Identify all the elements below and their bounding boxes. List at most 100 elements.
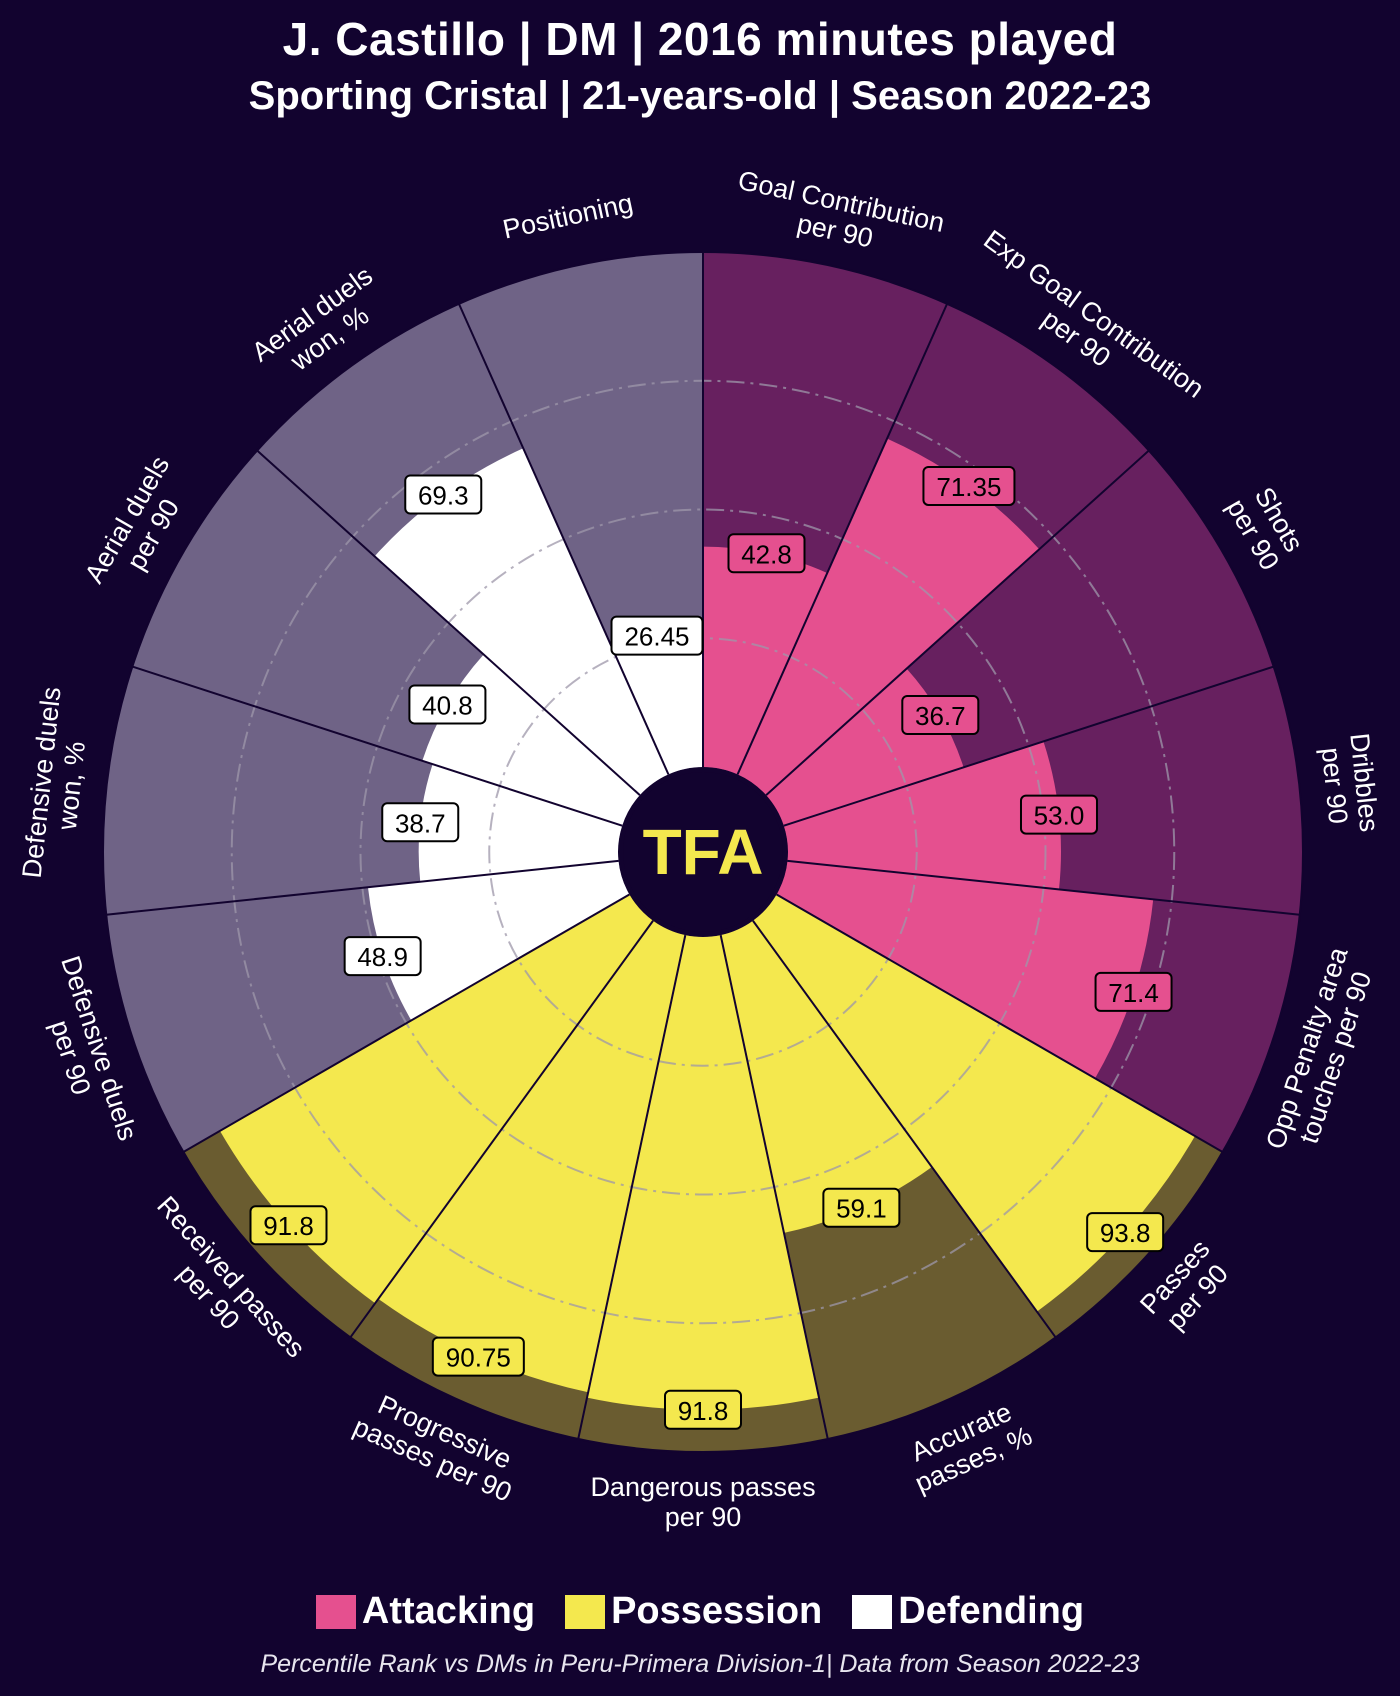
legend: Attacking Possession Defending xyxy=(0,1590,1400,1633)
slice-separator xyxy=(776,893,1224,1153)
value-label-text: 48.9 xyxy=(357,942,408,972)
slice-value-defensive-duels-per-90 xyxy=(368,860,630,1021)
slice-separator xyxy=(765,449,1150,796)
slice-separator xyxy=(787,859,1300,916)
value-label-box xyxy=(431,1336,525,1377)
slice-separator xyxy=(256,449,641,796)
value-label-aerial-duels-won: 69.3 xyxy=(404,474,483,515)
slice-separator xyxy=(719,934,829,1440)
value-label-dangerous-passes-per-90: 91.8 xyxy=(664,1389,742,1430)
slice-value-exp-goal-contribution-per-90 xyxy=(737,438,1040,796)
slice-separator xyxy=(783,665,1274,827)
value-label-box xyxy=(901,694,980,735)
slice-value-accurate-passes xyxy=(720,920,932,1233)
slice-separator xyxy=(752,920,1057,1338)
gridline-50 xyxy=(359,508,1047,1196)
value-label-box xyxy=(381,802,460,843)
tfa-logo: TFA xyxy=(643,816,764,888)
footnote: Percentile Rank vs DMs in Peru-Primera D… xyxy=(260,1650,1140,1678)
value-label-box xyxy=(1086,1212,1165,1253)
slice-value-goal-contribution-per-90 xyxy=(703,546,828,775)
value-label-text: 69.3 xyxy=(418,480,469,510)
value-label-text: 90.75 xyxy=(446,1343,511,1373)
value-label-box xyxy=(249,1205,328,1246)
slice-separator xyxy=(182,893,630,1153)
legend-label-defending: Defending xyxy=(898,1590,1085,1632)
chart-title: J. Castillo | DM | 2016 minutes played xyxy=(282,13,1118,65)
value-label-text: 38.7 xyxy=(395,808,446,838)
slice-separator xyxy=(458,303,670,775)
legend-swatch-possession xyxy=(565,1594,606,1629)
slice-separator xyxy=(132,665,623,827)
value-label-text: 26.45 xyxy=(624,622,689,652)
outer-ring xyxy=(102,251,1304,1453)
value-label-aerial-duels-per-90: 40.8 xyxy=(408,684,487,725)
slice-separator xyxy=(349,920,654,1338)
value-label-text: 71.4 xyxy=(1108,978,1159,1008)
value-label-text: 91.8 xyxy=(263,1211,314,1241)
value-label-box xyxy=(822,1187,901,1228)
slice-value-opp-penalty-area-touches-per-90 xyxy=(776,860,1154,1079)
slice-value-progressive-passes-per-90 xyxy=(378,920,686,1393)
value-label-text: 42.8 xyxy=(741,539,792,569)
value-label-text: 40.8 xyxy=(422,690,473,720)
value-label-box xyxy=(610,615,704,656)
slice-separators xyxy=(102,251,1304,1453)
value-label-opp-penalty-area-touches-per-90: 71.4 xyxy=(1094,971,1173,1012)
param-label-line: Dangerous passes xyxy=(590,1472,815,1502)
center-circle xyxy=(623,772,783,932)
chart-subtitle: Sporting Cristal | 21-years-old | Season… xyxy=(248,74,1152,118)
value-label-box xyxy=(922,465,1016,506)
value-label-defensive-duels-per-90: 48.9 xyxy=(343,936,422,977)
slice-separator xyxy=(577,934,687,1440)
value-label-text: 53.0 xyxy=(1034,801,1085,831)
slice-separator xyxy=(106,859,619,916)
legend-label-possession: Possession xyxy=(611,1590,823,1632)
slice-value-dribbles-per-90 xyxy=(783,741,1061,890)
legend-item-possession: Possession xyxy=(565,1590,822,1633)
legend-item-defending: Defending xyxy=(852,1590,1084,1633)
value-label-text: 91.8 xyxy=(678,1396,729,1426)
value-label-box xyxy=(664,1389,742,1430)
slice-value-dangerous-passes-per-90 xyxy=(587,935,819,1410)
legend-swatch-attacking xyxy=(315,1594,356,1629)
value-label-box xyxy=(1019,794,1098,835)
slice-separator xyxy=(736,303,948,775)
slice-value-passes-per-90 xyxy=(752,894,1195,1312)
value-labels: 42.8 71.35 36.7 53.0 71.4 93.8 59.1 91.8 90.75 91… xyxy=(249,465,1173,1430)
value-label-accurate-passes: 59.1 xyxy=(822,1187,901,1228)
value-label-positioning: 26.45 xyxy=(610,615,704,656)
legend-label-attacking: Attacking xyxy=(361,1590,536,1632)
value-label-received-passes-per-90: 91.8 xyxy=(249,1205,328,1246)
value-label-text: 93.8 xyxy=(1100,1218,1151,1248)
value-label-box xyxy=(343,936,422,977)
slice-value-aerial-duels-won xyxy=(374,448,669,796)
center-logo: TFA xyxy=(623,772,783,932)
value-label-text: 59.1 xyxy=(836,1194,887,1224)
value-label-dribbles-per-90: 53.0 xyxy=(1019,794,1098,835)
slice-value-positioning xyxy=(613,630,703,775)
value-label-defensive-duels-won: 38.7 xyxy=(381,802,460,843)
param-label-positioning: Positioning xyxy=(500,188,635,245)
value-label-text: 71.35 xyxy=(936,472,1001,502)
value-label-box xyxy=(727,533,806,574)
value-label-progressive-passes-per-90: 90.75 xyxy=(431,1336,525,1377)
value-label-exp-goal-contribution-per-90: 71.35 xyxy=(922,465,1016,506)
param-label-line: per 90 xyxy=(665,1502,742,1532)
param-label-line: Positioning xyxy=(500,188,635,245)
value-label-shots-per-90: 36.7 xyxy=(901,694,980,735)
slice-value-defensive-duels-won xyxy=(418,764,623,882)
value-label-box xyxy=(404,474,483,515)
value-label-box xyxy=(1094,971,1173,1012)
legend-item-attacking: Attacking xyxy=(315,1590,536,1633)
value-label-goal-contribution-per-90: 42.8 xyxy=(727,533,806,574)
legend-swatch-defending xyxy=(852,1594,893,1629)
value-label-text: 36.7 xyxy=(915,701,966,731)
value-label-passes-per-90: 93.8 xyxy=(1086,1212,1165,1253)
